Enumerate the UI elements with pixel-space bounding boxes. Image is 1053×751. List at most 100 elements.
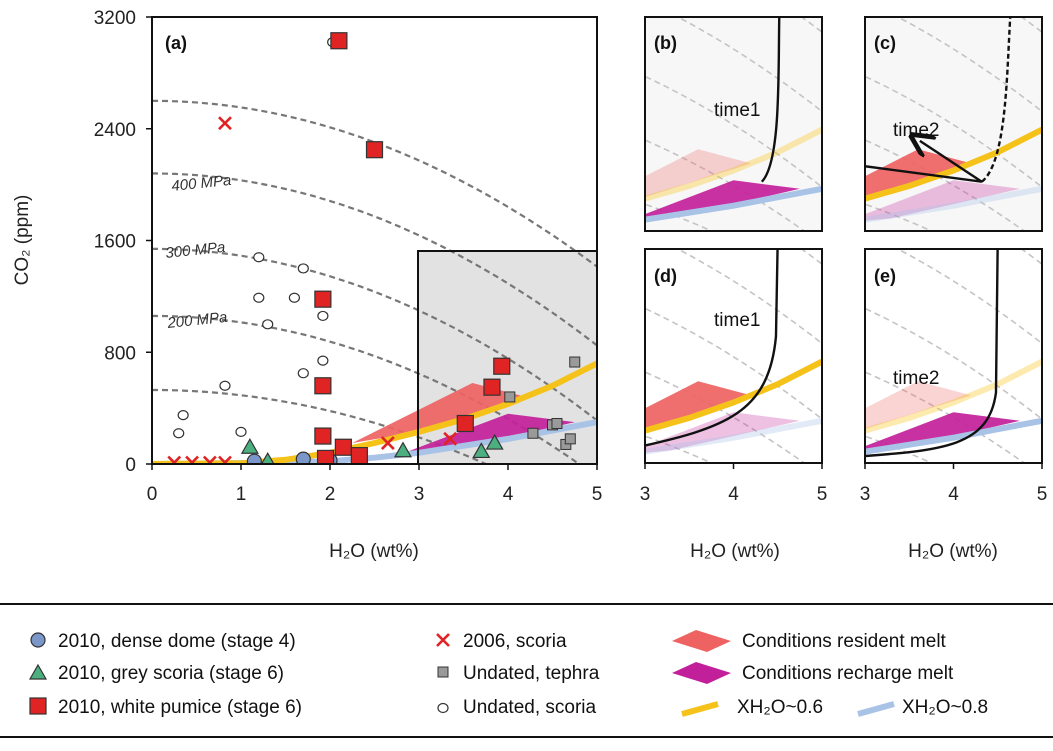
inset-isopleth-xh2o-08 (645, 185, 822, 223)
y-tick-label: 0 (125, 455, 136, 476)
isobar-curve-300 (152, 172, 597, 347)
trajectory-e (865, 249, 999, 458)
time-label-b: time1 (714, 100, 760, 121)
point-scoria-2006-2 (185, 455, 199, 464)
point-scoria-2006-3 (202, 455, 217, 464)
y-tick-label: 800 (104, 343, 136, 364)
isobar-label-300: 300 MPa (165, 239, 226, 262)
trajectory-b (760, 17, 781, 183)
plot-frame-b (644, 16, 823, 232)
inset-isobar (645, 371, 806, 463)
legend-undated-tephra-label: Undated, tephra (463, 663, 600, 684)
x-tick-label: 3 (414, 484, 425, 505)
small-x-tick-label: 3 (640, 484, 651, 505)
x-tick-label: 0 (147, 484, 158, 505)
point-undated-scoria-6 (317, 310, 329, 322)
legend-undated-scoria-label: Undated, scoria (463, 697, 597, 718)
legend-2006-scoria-label: 2006, scoria (463, 631, 567, 652)
legend-undated-tephra-marker (437, 666, 449, 678)
inset-isobar (676, 249, 822, 345)
legend-recharge-melt-label: Conditions recharge melt (742, 663, 954, 684)
region-resident-melt (352, 383, 526, 443)
inset-isopleth-xh2o-06 (645, 126, 822, 202)
inset-isobar (896, 249, 1042, 345)
point-grey-scoria-2 (393, 441, 413, 458)
inset-isopleth-xh2o-08 (865, 417, 1042, 455)
inset-isopleth-xh2o-06 (865, 126, 1042, 202)
isobar-curve-200 (152, 247, 597, 422)
isobar-curve-100 (152, 388, 489, 464)
legend-recharge-melt-swatch (672, 662, 731, 684)
point-white-pumice-1 (365, 141, 384, 159)
point-undated-scoria-12 (235, 426, 247, 437)
legend-xh2o-08-swatch (857, 701, 895, 717)
point-undated-tephra-6 (569, 356, 581, 368)
legend-undated-tephra: Undated, tephra (437, 663, 600, 684)
x-axis-label-bd: H₂O (wt%) (690, 541, 780, 562)
x-tick-label: 2 (325, 484, 336, 505)
point-undated-scoria-8 (297, 368, 309, 379)
point-undated-tephra-0 (504, 391, 516, 403)
small-x-tick-label: 5 (817, 484, 828, 505)
inset-region-resident-melt (865, 381, 972, 430)
inset-isobar (865, 307, 1042, 421)
point-grey-scoria-3 (472, 442, 491, 459)
isobar-curve-400 (152, 99, 597, 268)
inset-isobar (1020, 249, 1042, 266)
point-scoria-2006-5 (380, 436, 395, 450)
point-undated-scoria-11 (173, 428, 185, 439)
point-undated-tephra-1 (527, 427, 539, 439)
inset-isobar (800, 17, 822, 34)
time-label-c: time2 (893, 120, 939, 141)
panel-e: (e) time2 (864, 248, 1043, 464)
point-white-pumice-2 (314, 290, 332, 308)
legend-grey-scoria: 2010, grey scoria (stage 6) (28, 663, 284, 684)
point-grey-scoria-0 (240, 438, 259, 454)
point-grey-scoria-1 (260, 451, 275, 464)
panel-b: (b) time1 (644, 16, 823, 232)
legend-resident-melt-label: Conditions resident melt (742, 631, 947, 652)
legend-grey-scoria-label: 2010, grey scoria (stage 6) (58, 663, 284, 684)
point-white-pumice-5 (334, 438, 352, 456)
inset-region-resident-melt (645, 149, 752, 198)
time-label-e: time2 (893, 368, 939, 389)
point-white-pumice-6 (316, 449, 335, 464)
legend-white-pumice-marker (29, 697, 47, 715)
point-dense-dome-0 (246, 453, 262, 464)
legend-dense-dome-marker (30, 632, 46, 648)
legend-2006-scoria: 2006, scoria (436, 631, 567, 652)
point-undated-tephra-5 (564, 433, 576, 445)
legend-recharge-melt: Conditions recharge melt (672, 662, 954, 684)
point-white-pumice-9 (483, 378, 501, 396)
legend: 2010, dense dome (stage 4) 2010, grey sc… (28, 630, 988, 718)
panel-label-a: (a) (165, 33, 187, 53)
point-dense-dome-1 (295, 451, 311, 464)
plot-frame-c (864, 16, 1043, 232)
panel-label-c: (c) (874, 33, 896, 53)
inset-isobar (645, 307, 822, 421)
point-white-pumice-10 (493, 357, 511, 375)
small-x-tick-label: 4 (728, 484, 739, 505)
x-axis-label-ce: H₂O (wt%) (908, 541, 998, 562)
inset-isopleth-xh2o-08 (865, 185, 1042, 223)
legend-xh2o-06-label: XH₂O~0.6 (737, 697, 823, 718)
x-tick-label: 5 (592, 484, 603, 505)
point-white-pumice-4 (314, 427, 332, 445)
inset-isopleth-xh2o-08 (645, 417, 822, 455)
point-white-pumice-0 (330, 32, 348, 50)
point-undated-scoria-9 (219, 380, 231, 391)
small-x-tick-label: 5 (1037, 484, 1048, 505)
inset-isobar (676, 17, 822, 113)
y-axis-label: CO₂ (ppm) (12, 195, 33, 286)
point-scoria-2006-0 (218, 116, 232, 131)
point-undated-scoria-1 (253, 252, 265, 263)
inset-isobar (865, 139, 1026, 231)
y-tick-label: 2400 (94, 120, 136, 141)
legend-undated-scoria: Undated, scoria (437, 697, 597, 718)
y-tick-label: 3200 (94, 8, 136, 29)
legend-undated-scoria-marker (437, 702, 449, 714)
point-undated-scoria-2 (297, 263, 309, 274)
inset-isobar (800, 249, 822, 266)
legend-xh2o-08: XH₂O~0.8 (857, 697, 988, 718)
panel-label-b: (b) (654, 33, 677, 53)
